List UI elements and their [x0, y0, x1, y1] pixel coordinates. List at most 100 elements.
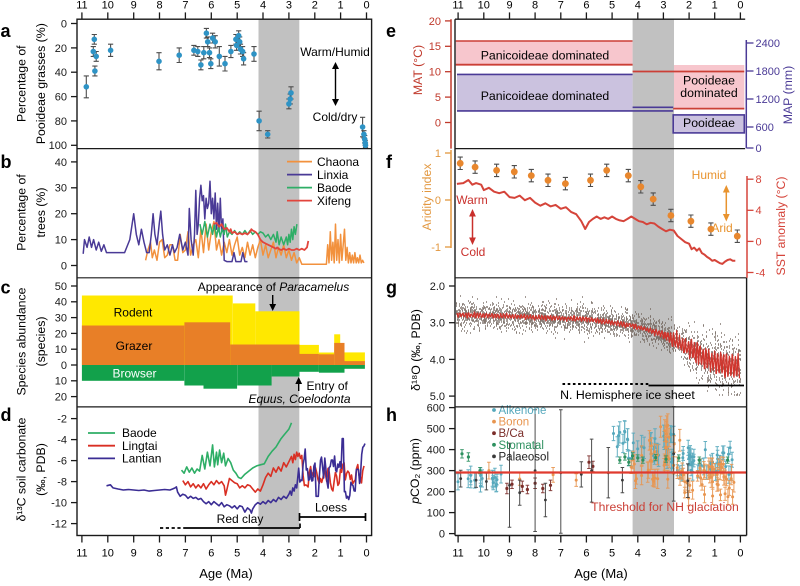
- svg-text:20: 20: [55, 328, 67, 340]
- svg-text:B/Ca: B/Ca: [499, 428, 525, 440]
- svg-text:N. Hemisphere ice sheet: N. Hemisphere ice sheet: [560, 388, 695, 402]
- svg-text:1: 1: [712, 548, 718, 560]
- svg-text:600: 600: [756, 122, 774, 134]
- svg-text:8: 8: [756, 174, 762, 186]
- svg-text:0: 0: [435, 195, 441, 207]
- svg-text:5.0: 5.0: [430, 391, 445, 403]
- svg-text:2: 2: [686, 548, 692, 560]
- svg-text:20: 20: [55, 43, 67, 55]
- svg-text:Baode: Baode: [122, 426, 157, 440]
- svg-text:10: 10: [478, 0, 490, 11]
- svg-text:30: 30: [55, 313, 67, 325]
- svg-text:SST anomaly (°C): SST anomaly (°C): [774, 177, 788, 276]
- svg-text:a: a: [1, 21, 12, 41]
- svg-text:Warm/Humid: Warm/Humid: [300, 45, 370, 59]
- svg-text:2.0: 2.0: [430, 281, 445, 293]
- svg-text:1: 1: [435, 148, 441, 160]
- svg-text:40: 40: [55, 67, 67, 79]
- svg-text:20: 20: [55, 392, 67, 404]
- svg-text:Entry of: Entry of: [307, 379, 349, 393]
- svg-text:1: 1: [712, 0, 718, 11]
- svg-text:600: 600: [427, 403, 445, 415]
- svg-text:0: 0: [363, 0, 369, 11]
- svg-text:Alkenone: Alkenone: [499, 405, 547, 417]
- svg-text:δ¹³C soil carbonate: δ¹³C soil carbonate: [15, 417, 29, 521]
- svg-text:11: 11: [76, 548, 87, 560]
- svg-text:g: g: [386, 278, 397, 298]
- svg-text:Cold/dry: Cold/dry: [313, 110, 358, 124]
- svg-text:7: 7: [182, 548, 188, 560]
- svg-text:0: 0: [756, 236, 762, 248]
- svg-text:3: 3: [660, 548, 666, 560]
- svg-text:h: h: [386, 405, 397, 425]
- svg-text:3: 3: [286, 0, 292, 11]
- svg-text:11: 11: [452, 548, 463, 560]
- svg-text:8: 8: [156, 0, 162, 11]
- svg-text:2: 2: [312, 548, 318, 560]
- svg-text:-2: -2: [57, 414, 67, 426]
- svg-text:0: 0: [737, 548, 743, 560]
- svg-text:trees (%): trees (%): [34, 188, 48, 238]
- svg-text:400: 400: [427, 445, 445, 457]
- svg-text:20: 20: [429, 16, 441, 28]
- svg-text:Humid: Humid: [692, 168, 727, 182]
- svg-text:2: 2: [686, 0, 692, 11]
- svg-text:Aridity index: Aridity index: [420, 163, 434, 231]
- svg-text:Grazer: Grazer: [116, 339, 153, 353]
- svg-text:f: f: [386, 152, 393, 172]
- svg-text:10: 10: [102, 0, 114, 11]
- svg-text:b: b: [1, 152, 12, 172]
- svg-text:1800: 1800: [756, 66, 780, 78]
- svg-text:5: 5: [234, 548, 240, 560]
- svg-text:-12: -12: [51, 519, 67, 531]
- svg-text:Warm: Warm: [456, 193, 488, 207]
- svg-text:3.0: 3.0: [430, 318, 445, 330]
- svg-text:(species): (species): [34, 317, 48, 367]
- svg-text:Baode: Baode: [317, 181, 352, 195]
- svg-text:-4: -4: [756, 267, 766, 279]
- svg-text:11: 11: [452, 0, 463, 11]
- svg-text:0: 0: [756, 143, 762, 155]
- svg-text:1: 1: [338, 548, 344, 560]
- svg-text:0: 0: [363, 548, 369, 560]
- svg-text:Threshold for NH glaciation: Threshold for NH glaciation: [591, 500, 739, 514]
- svg-text:pCO₂ (ppm): pCO₂ (ppm): [408, 438, 422, 505]
- svg-text:4.0: 4.0: [430, 354, 445, 366]
- svg-text:-4: -4: [57, 435, 67, 447]
- svg-text:5: 5: [435, 92, 441, 104]
- svg-text:15: 15: [429, 41, 441, 53]
- svg-text:Chaona: Chaona: [317, 155, 359, 169]
- svg-text:9: 9: [506, 0, 512, 11]
- svg-text:10: 10: [55, 376, 67, 388]
- svg-text:Age (Ma): Age (Ma): [574, 566, 627, 581]
- svg-text:Percentage of: Percentage of: [15, 45, 29, 122]
- svg-text:0: 0: [439, 529, 445, 541]
- svg-text:10: 10: [102, 548, 114, 560]
- svg-text:-1: -1: [431, 242, 441, 254]
- svg-text:6: 6: [583, 548, 589, 560]
- svg-text:Percentage of: Percentage of: [15, 174, 29, 251]
- svg-text:0: 0: [61, 260, 67, 272]
- svg-text:5: 5: [609, 0, 615, 11]
- svg-text:1: 1: [338, 0, 344, 11]
- svg-text:10: 10: [55, 235, 67, 247]
- svg-text:Arid: Arid: [711, 221, 732, 235]
- svg-text:500: 500: [427, 424, 445, 436]
- svg-text:4: 4: [260, 0, 266, 11]
- svg-text:10: 10: [478, 548, 490, 560]
- svg-text:-6: -6: [57, 456, 67, 468]
- svg-text:Red clay: Red clay: [217, 512, 264, 526]
- svg-text:9: 9: [131, 548, 137, 560]
- svg-text:40: 40: [55, 297, 67, 309]
- svg-text:Palaeosol: Palaeosol: [499, 451, 550, 463]
- svg-text:4: 4: [635, 0, 641, 11]
- svg-text:MAT (°C): MAT (°C): [411, 45, 425, 95]
- svg-text:8: 8: [156, 548, 162, 560]
- svg-text:Browser: Browser: [112, 367, 156, 381]
- svg-text:c: c: [1, 278, 11, 298]
- svg-text:5: 5: [609, 548, 615, 560]
- svg-text:Pooideae: Pooideae: [683, 74, 735, 88]
- svg-text:Stomatal: Stomatal: [499, 440, 544, 452]
- svg-text:8: 8: [532, 548, 538, 560]
- svg-text:6: 6: [208, 0, 214, 11]
